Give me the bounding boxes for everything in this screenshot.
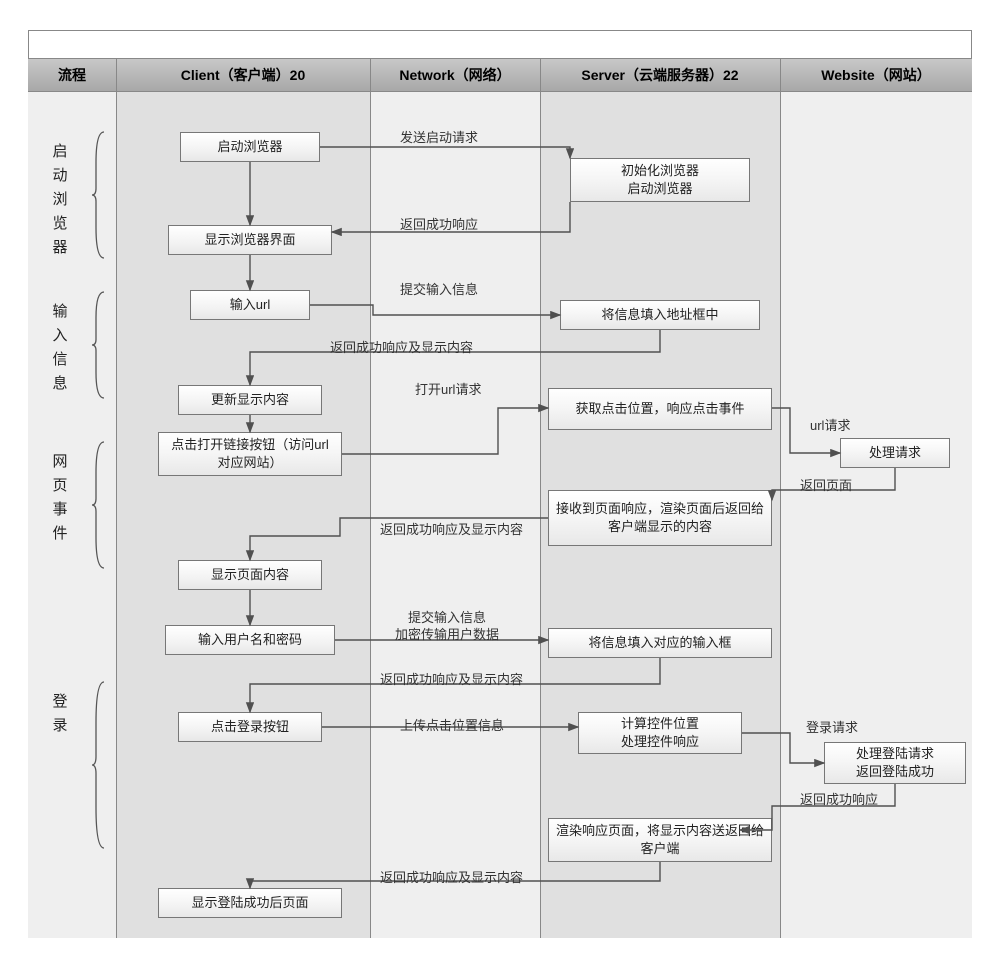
stage-brace xyxy=(90,130,110,260)
stage-label: 网页事件 xyxy=(50,450,70,546)
header-stage: 流程 xyxy=(28,58,116,92)
node-s1: 初始化浏览器 启动浏览器 xyxy=(570,158,750,202)
header-network: Network（网络） xyxy=(370,58,540,92)
node-c7: 输入用户名和密码 xyxy=(165,625,335,655)
stage-label: 登录 xyxy=(50,690,70,738)
stage-brace xyxy=(90,440,110,570)
stage-brace xyxy=(90,680,110,850)
node-w1: 处理请求 xyxy=(840,438,950,468)
edge-label: 打开url请求 xyxy=(415,382,481,399)
edge-label: 返回页面 xyxy=(800,478,852,495)
node-c3: 输入url xyxy=(190,290,310,320)
node-w2: 处理登陆请求 返回登陆成功 xyxy=(824,742,966,784)
node-c5: 点击打开链接按钮（访问url对应网站） xyxy=(158,432,342,476)
node-s3: 获取点击位置，响应点击事件 xyxy=(548,388,772,430)
lane-divider xyxy=(116,58,117,938)
node-c2: 显示浏览器界面 xyxy=(168,225,332,255)
edge-label: 登录请求 xyxy=(806,720,858,737)
edge-label: 上传点击位置信息 xyxy=(400,718,504,735)
node-c1: 启动浏览器 xyxy=(180,132,320,162)
node-c9: 显示登陆成功后页面 xyxy=(158,888,342,918)
node-c8: 点击登录按钮 xyxy=(178,712,322,742)
header-client: Client（客户端）20 xyxy=(116,58,370,92)
lane-divider xyxy=(780,58,781,938)
node-s6: 计算控件位置 处理控件响应 xyxy=(578,712,742,754)
edge-label: 提交输入信息 xyxy=(400,282,478,299)
edge-label: url请求 xyxy=(810,418,850,435)
node-s2: 将信息填入地址框中 xyxy=(560,300,760,330)
header-website: Website（网站） xyxy=(780,58,972,92)
swimlane-diagram: 流程Client（客户端）20Network（网络）Server（云端服务器）2… xyxy=(0,0,1000,958)
stage-brace xyxy=(90,290,110,400)
edge-label: 返回成功响应及显示内容 xyxy=(380,672,523,689)
header-server: Server（云端服务器）22 xyxy=(540,58,780,92)
node-s7: 渲染响应页面，将显示内容送返回给客户端 xyxy=(548,818,772,862)
lane-divider xyxy=(370,58,371,938)
edge-label: 返回成功响应 xyxy=(800,792,878,809)
node-c4: 更新显示内容 xyxy=(178,385,322,415)
lane-bg-website xyxy=(780,92,972,938)
edge-label: 发送启动请求 xyxy=(400,130,478,147)
node-c6: 显示页面内容 xyxy=(178,560,322,590)
edge-label: 返回成功响应及显示内容 xyxy=(330,340,473,357)
stage-label: 启动浏览器 xyxy=(50,140,70,260)
node-s4: 接收到页面响应，渲染页面后返回给客户端显示的内容 xyxy=(548,490,772,546)
lane-bg-client xyxy=(116,92,370,938)
edge-label: 返回成功响应 xyxy=(400,217,478,234)
edge-label: 返回成功响应及显示内容 xyxy=(380,522,523,539)
edge-label: 返回成功响应及显示内容 xyxy=(380,870,523,887)
stage-label: 输入信息 xyxy=(50,300,70,396)
edge-label: 提交输入信息 加密传输用户数据 xyxy=(395,610,499,644)
node-s5: 将信息填入对应的输入框 xyxy=(548,628,772,658)
lane-divider xyxy=(540,58,541,938)
